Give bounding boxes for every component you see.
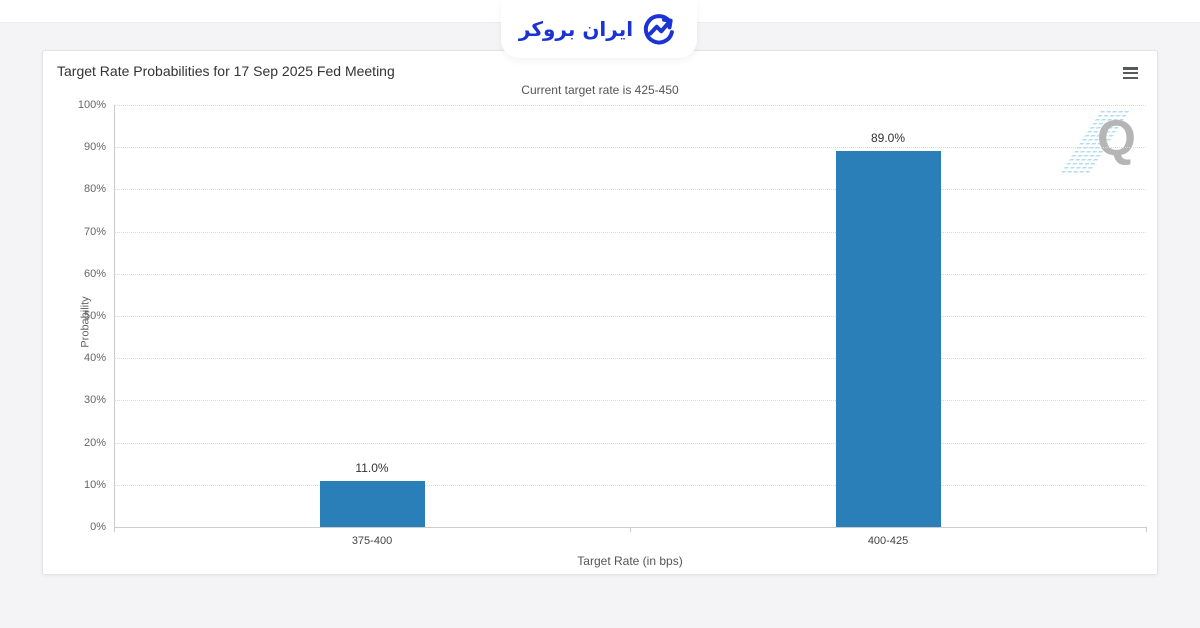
x-category-label: 375-400: [351, 535, 393, 547]
y-tick-label: 30%: [83, 394, 106, 407]
y-tick-label: 100%: [77, 99, 106, 111]
y-axis-line: [114, 105, 115, 527]
x-axis-tick: [1146, 527, 1147, 532]
y-tick-label: 10%: [83, 478, 106, 491]
x-axis-tick: [114, 527, 115, 532]
y-gridline: [115, 105, 1146, 106]
y-tick-label: 20%: [83, 436, 106, 449]
bar-375-400[interactable]: [319, 480, 425, 527]
x-axis-title: Target Rate (in bps): [577, 554, 683, 568]
y-tick-label: 60%: [83, 267, 106, 280]
x-category-label: 400-425: [867, 535, 909, 547]
brand-logo[interactable]: ایران بروکر: [501, 0, 697, 58]
chart-card: Target Rate Probabilities for 17 Sep 202…: [42, 50, 1158, 575]
y-gridline: [115, 442, 1146, 444]
y-tick-label: 90%: [83, 141, 106, 154]
y-gridline: [115, 316, 1146, 317]
brand-name: ایران بروکر: [518, 17, 634, 41]
y-gridline: [115, 484, 1146, 486]
x-axis-tick: [630, 527, 631, 532]
bar-value-label: 89.0%: [870, 131, 906, 146]
watermark-letter: Q: [1097, 110, 1136, 166]
chart-menu-button[interactable]: [1123, 66, 1139, 80]
watermark: Q: [1058, 107, 1155, 187]
y-gridline: [115, 231, 1146, 233]
y-tick-label: 80%: [83, 183, 106, 196]
bar-400-425[interactable]: [835, 151, 941, 527]
plot-area: 0% 10% 20% 30% 40% 50% 60% 70% 80% 90% 100% 11.0% 37…: [78, 99, 1147, 568]
chart-title: Target Rate Probabilities for 17 Sep 202…: [57, 63, 395, 79]
y-gridline: [115, 273, 1146, 275]
y-gridline: [115, 147, 1146, 149]
hamburger-icon: [1123, 67, 1138, 70]
bar-value-label: 11.0%: [355, 460, 389, 475]
y-gridline: [115, 400, 1146, 402]
chart-subtitle: Current target rate is 425-450: [521, 83, 679, 97]
y-axis-title: Probability: [79, 296, 92, 348]
y-tick-label: 50%: [83, 310, 106, 322]
y-tick-label: 40%: [83, 352, 106, 365]
y-gridline: [115, 358, 1146, 360]
trend-circle-arrow-icon: [643, 14, 674, 45]
hamburger-icon: [1123, 71, 1138, 75]
y-tick-label: 70%: [83, 225, 106, 238]
y-tick-label: 0%: [90, 521, 106, 533]
hamburger-icon: [1123, 76, 1138, 79]
y-gridline: [115, 189, 1146, 191]
